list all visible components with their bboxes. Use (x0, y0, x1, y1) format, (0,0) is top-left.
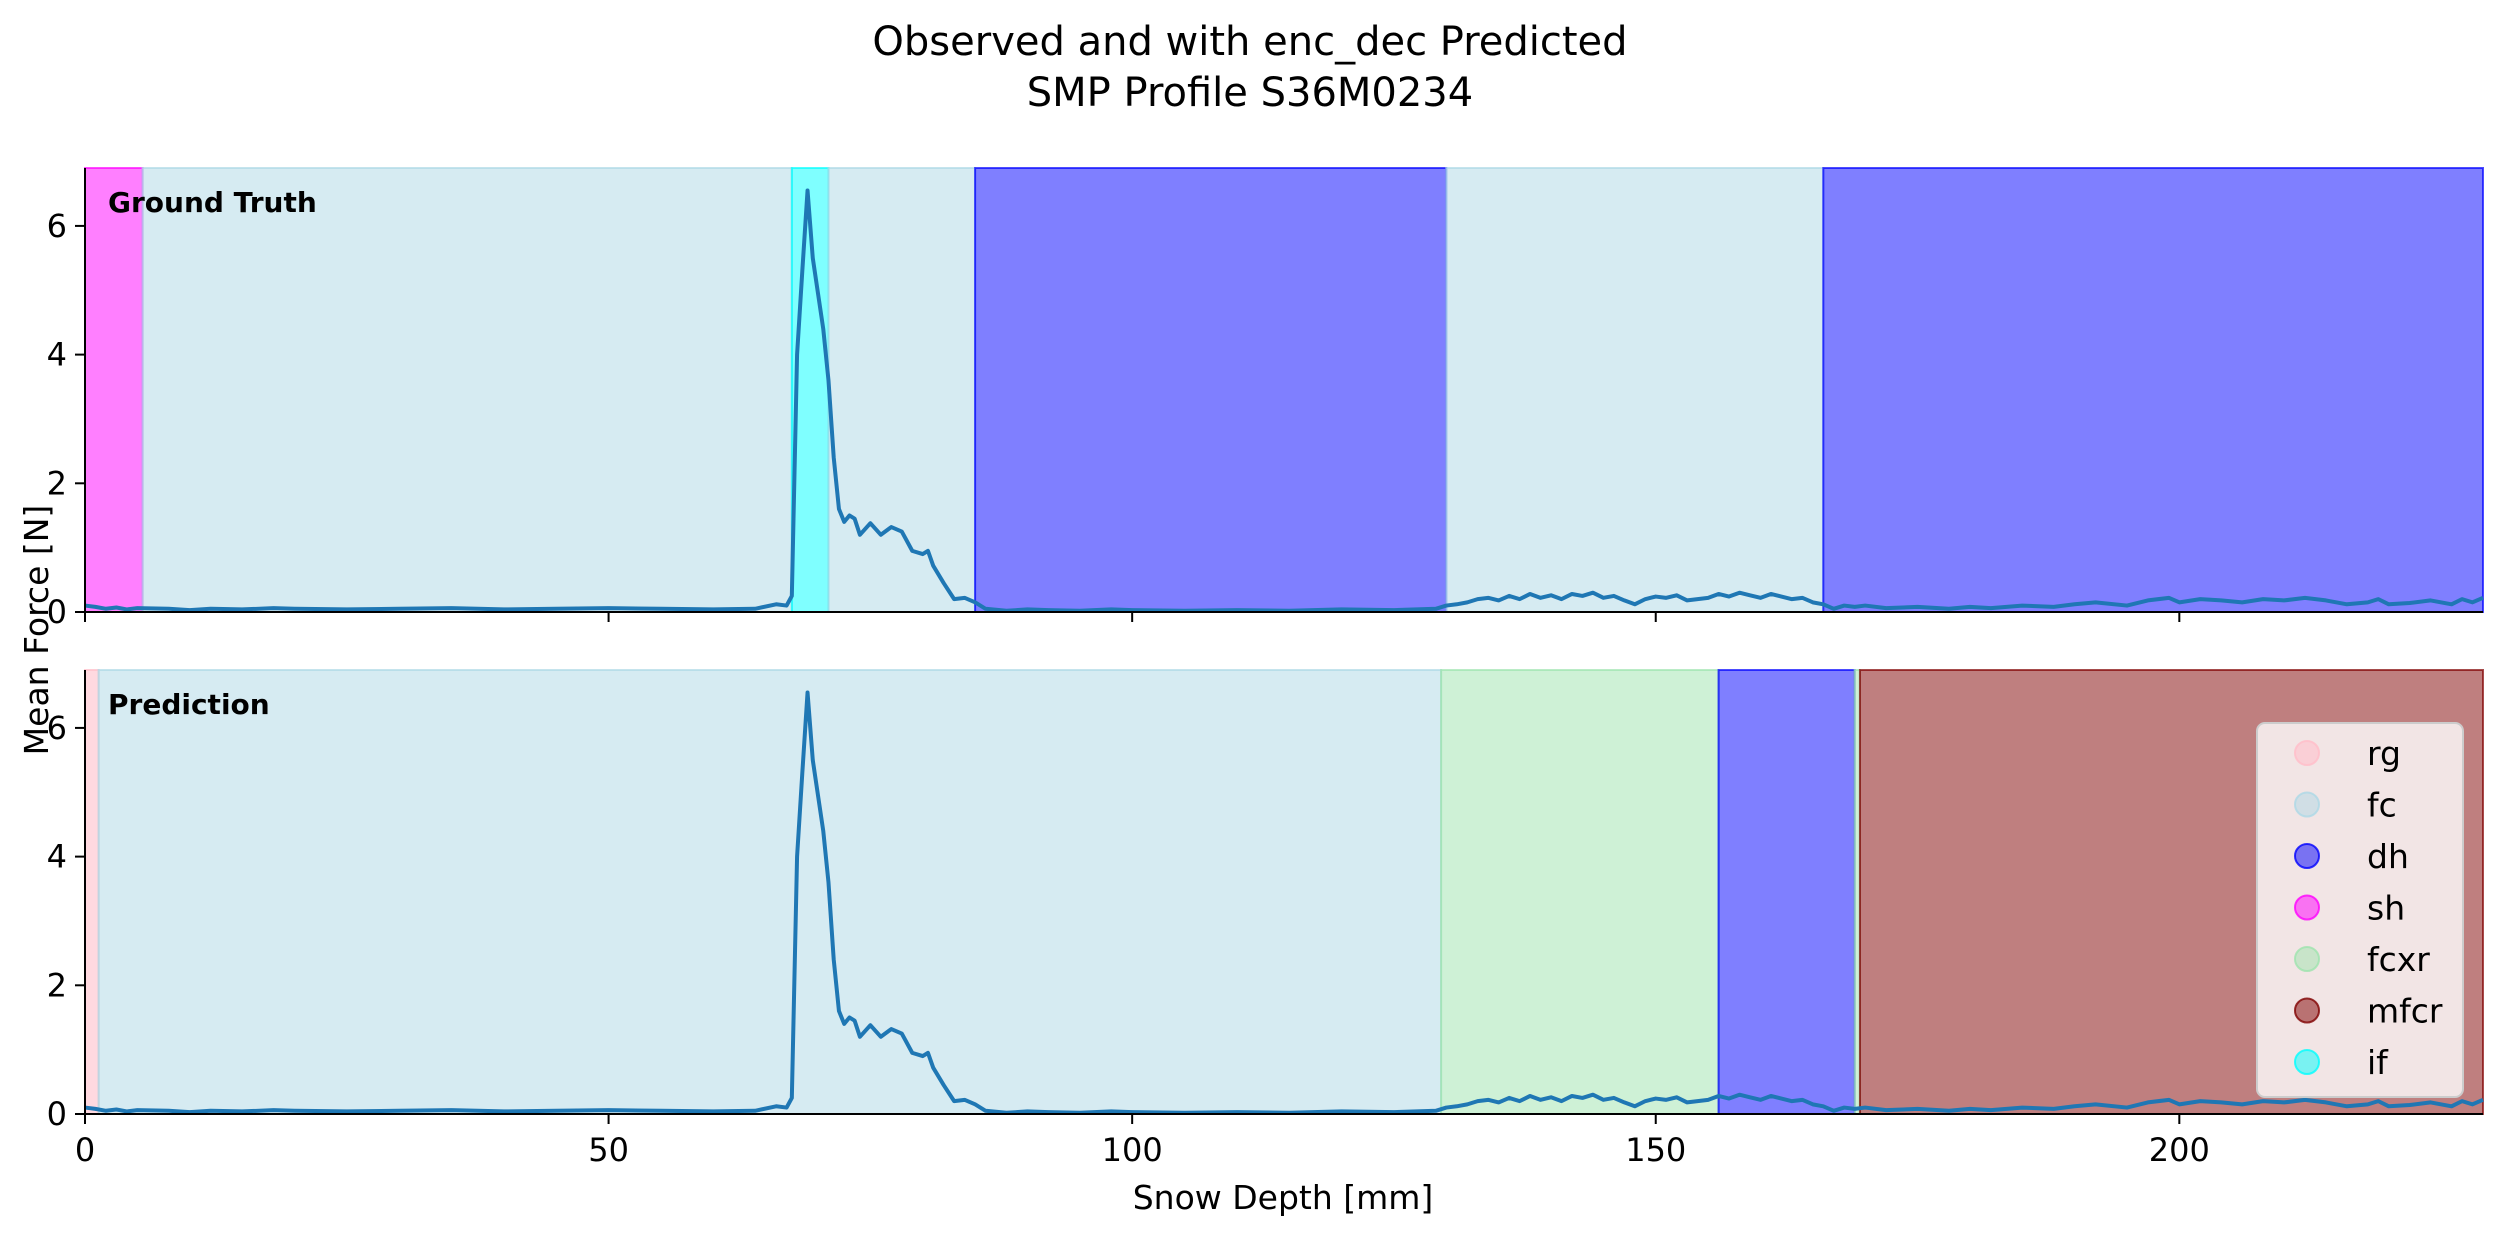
legend-item-sh: sh (2294, 889, 2405, 928)
force-line (84, 690, 2484, 1115)
panel-label: Prediction (108, 688, 270, 721)
y-tick-label: 2 (47, 464, 67, 502)
legend-marker (2294, 791, 2320, 818)
chart-title: Observed and with enc_dec Predicted (872, 19, 1627, 65)
y-tick-label: 2 (47, 966, 67, 1004)
legend-marker (2294, 946, 2320, 972)
legend-item-dh: dh (2294, 837, 2409, 876)
x-tick-label: 0 (75, 1131, 95, 1169)
legend-marker (2294, 843, 2320, 869)
x-tick-label: 150 (1625, 1131, 1686, 1169)
legend-label: sh (2367, 889, 2405, 928)
panel-0: 0 2 4 6 Ground Truth (47, 167, 2484, 631)
segment-sh (84, 167, 144, 613)
legend-label: rg (2367, 734, 2401, 773)
segment-fc (97, 669, 1443, 1115)
x-axis-label: Snow Depth [mm] (1133, 1178, 1434, 1217)
y-tick-label: 0 (47, 1095, 67, 1133)
y-tick-label: 0 (47, 593, 67, 631)
force-line (84, 188, 2484, 613)
legend: rg fc dh sh fcxr mfcr if (2256, 722, 2464, 1098)
legend-item-mfcr: mfcr (2294, 992, 2443, 1031)
x-tick-label: 100 (1102, 1131, 1163, 1169)
legend-item-rg: rg (2294, 734, 2401, 773)
panel-1: 0 2 4 6 0 50 100 150 200 Prediction (47, 669, 2484, 1169)
legend-label: if (2367, 1043, 2389, 1082)
legend-label: mfcr (2367, 992, 2443, 1031)
segment-dh (1717, 669, 1856, 1115)
panels: 0 2 4 6 Ground Truth 0 2 4 6 0 50 100 150 200 Predicti… (47, 167, 2484, 1169)
segment-fc (827, 167, 977, 613)
legend-marker (2294, 894, 2320, 921)
legend-item-fcxr: fcxr (2294, 940, 2430, 979)
legend-marker (2294, 740, 2320, 766)
panel-label: Ground Truth (108, 186, 317, 219)
x-tick-label: 200 (2149, 1131, 2210, 1169)
legend-marker (2294, 1049, 2320, 1075)
legend-label: fcxr (2367, 940, 2430, 979)
y-axis-label: Mean Force [N] (17, 505, 56, 756)
segment-fc (141, 167, 793, 613)
segment-fcxr (1440, 669, 1720, 1115)
legend-box (2256, 722, 2464, 1098)
segment-rg (84, 669, 100, 1115)
segment-fc (1445, 167, 1825, 613)
legend-label: fc (2367, 786, 2397, 825)
chart-subtitle: SMP Profile S36M0234 (1027, 70, 1473, 116)
legend-item-if: if (2294, 1043, 2389, 1082)
legend-item-fc: fc (2294, 786, 2397, 825)
legend-marker (2294, 997, 2320, 1024)
y-tick-label: 6 (47, 207, 67, 245)
segment-dh (1822, 167, 2484, 613)
legend-label: dh (2367, 837, 2409, 876)
y-tick-label: 6 (47, 709, 67, 747)
y-tick-label: 4 (47, 336, 67, 374)
x-tick-label: 50 (588, 1131, 629, 1169)
segment-dh (974, 167, 1448, 613)
y-tick-label: 4 (47, 838, 67, 876)
